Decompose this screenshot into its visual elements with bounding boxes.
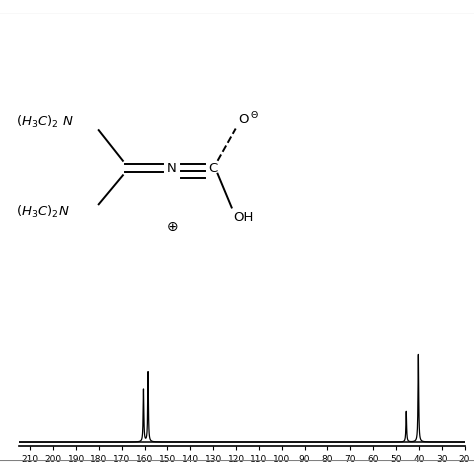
Text: OH: OH [233, 210, 253, 224]
Text: O$^{\,\mathsf{\Theta}}$: O$^{\,\mathsf{\Theta}}$ [237, 110, 258, 127]
Text: $(H_3C)_2\ N$: $(H_3C)_2\ N$ [16, 114, 74, 130]
Text: N: N [167, 162, 177, 175]
Text: $\oplus$: $\oplus$ [166, 220, 178, 234]
Text: $(H_3C)_2N$: $(H_3C)_2N$ [16, 204, 70, 220]
Text: C: C [208, 162, 218, 175]
